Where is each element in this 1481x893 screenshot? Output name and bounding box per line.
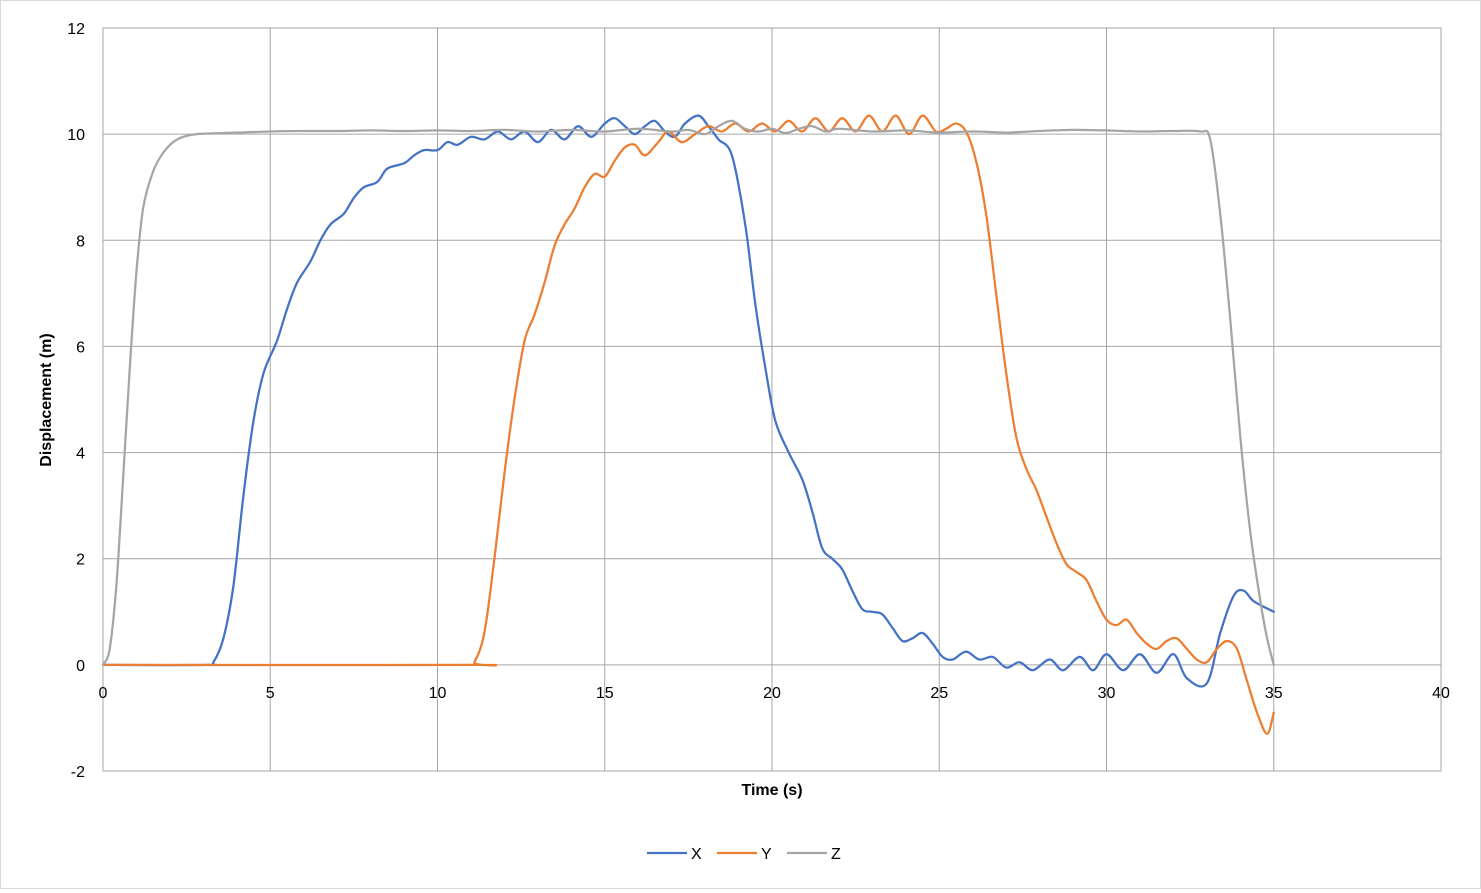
- y-axis-title: Displacement (m): [38, 333, 55, 466]
- legend-label-z: Z: [831, 846, 841, 863]
- y-tick-label: 8: [76, 233, 85, 250]
- x-tick-label: 0: [99, 685, 108, 702]
- x-tick-label: 15: [596, 685, 614, 702]
- x-tick-label: 25: [930, 685, 948, 702]
- y-tick-label: 2: [76, 552, 85, 569]
- y-tick-label: 6: [76, 339, 85, 356]
- legend-label-y: Y: [761, 846, 772, 863]
- x-axis-ticks: 0 5 10 15 20 25 30 35 40: [99, 685, 1450, 702]
- legend-label-x: X: [691, 846, 702, 863]
- series-line-y: [101, 114, 1275, 736]
- y-axis-ticks: -2 0 2 4 6 8 10 12: [67, 21, 85, 781]
- x-tick-label: 5: [266, 685, 275, 702]
- y-tick-label: -2: [71, 764, 85, 781]
- series-lines: [101, 114, 1275, 736]
- grid-lines: [102, 27, 1442, 772]
- x-tick-label: 20: [763, 685, 781, 702]
- x-tick-label: 35: [1265, 685, 1283, 702]
- x-tick-label: 40: [1432, 685, 1450, 702]
- y-tick-label: 4: [76, 446, 85, 463]
- x-tick-label: 30: [1098, 685, 1116, 702]
- y-tick-label: 12: [67, 21, 85, 38]
- y-tick-label: 10: [67, 127, 85, 144]
- y-tick-label: 0: [76, 658, 85, 675]
- legend: X Y Z: [647, 846, 841, 863]
- x-tick-label: 10: [429, 685, 447, 702]
- x-axis-title: Time (s): [741, 782, 802, 799]
- series-line-z: [101, 119, 1275, 667]
